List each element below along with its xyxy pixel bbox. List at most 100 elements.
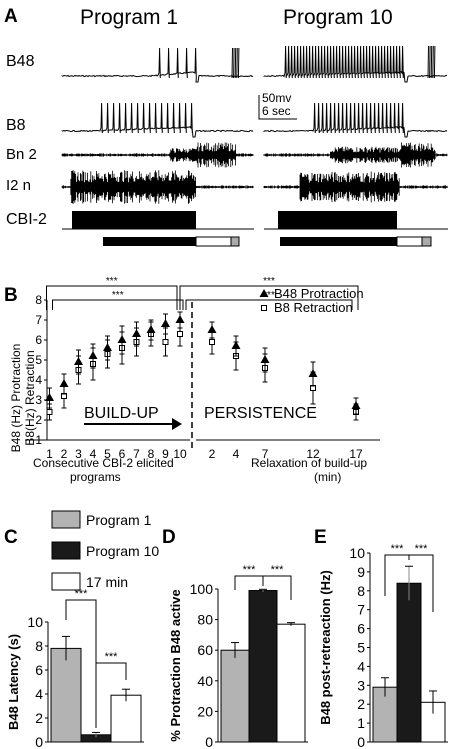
b48-point-1	[45, 393, 54, 401]
phase-bar-program-10-retraction	[396, 236, 423, 247]
c-sig-bracket-2	[95, 662, 127, 728]
b-sig-bracket-b48-build-label: ***	[106, 276, 118, 287]
b-x-tick-label: 5	[104, 447, 111, 461]
b-x-tick-label: 2	[61, 447, 68, 461]
b-x-tick-label: 9	[162, 447, 169, 461]
c-y-tick-label: 2	[35, 710, 43, 726]
e-y-tick-label: 4	[357, 658, 365, 674]
phase-bar-program-10-end	[421, 236, 432, 247]
c-bar-3	[110, 694, 142, 743]
electrophysiology-traces	[61, 45, 448, 247]
phase-bar-program-1-end	[230, 236, 240, 247]
d-y-tick-label: 20	[197, 703, 213, 719]
c-sig-label-1: ***	[75, 588, 89, 600]
b-xlabel-right-line1: Relaxation of build-up	[251, 456, 367, 470]
buildup-arrow-head	[172, 418, 182, 430]
c-y-axis-title: B48 Latency (s)	[6, 634, 21, 730]
c-sig-label-2: ***	[105, 651, 119, 663]
panel-c-plot: 0 2 4 6 8 10 B48 Latency (s) *** *** Program 1 Pro…	[6, 510, 159, 749]
b-y-tick-label: 7	[35, 313, 42, 327]
b8-point-1	[46, 409, 53, 415]
b-x-tick-label: 2	[209, 447, 216, 461]
e-sig-label-1: ***	[391, 543, 405, 555]
b8-point-9	[162, 339, 169, 345]
e-y-tick-label: 7	[357, 602, 365, 618]
panel-label-b: B	[4, 285, 18, 306]
b-x-tick-label: 1	[46, 447, 53, 461]
trace-b8-program-10	[263, 102, 448, 138]
panel-label-d: D	[162, 527, 176, 548]
c-legend-swatch-3	[51, 572, 81, 591]
trace-label-b48: B48	[6, 53, 35, 70]
b-legend-label-b48: B48 Protraction	[274, 286, 364, 301]
b48-point-10	[175, 315, 185, 323]
c-y-tick-label: 6	[35, 662, 43, 678]
d-bar-1	[220, 649, 250, 743]
b-sig-bracket-b8-relax	[185, 299, 353, 310]
b-sig-bracket-b8-relax-label: ***	[263, 290, 275, 301]
e-y-tick-label: 9	[357, 564, 365, 580]
d-y-tick-label: 40	[197, 673, 213, 689]
c-bar-1	[50, 647, 82, 743]
persistence-label: PERSISTENCE	[204, 405, 317, 422]
title-program-10: Program 10	[283, 6, 393, 29]
b-x-tick-label: 8	[148, 447, 155, 461]
d-sig-bracket-1	[234, 575, 264, 590]
scale-bar-time: 6 sec	[262, 104, 291, 118]
b8-point-10	[177, 331, 183, 337]
b48-point-7	[132, 329, 141, 337]
c-legend-swatch-1	[51, 510, 81, 529]
e-bar-2	[396, 582, 422, 743]
b-sig-bracket-b8-build	[52, 299, 184, 310]
b48-relax-point-4	[308, 369, 318, 377]
b-x-tick-label: 10	[173, 447, 187, 461]
b-y-tick-label: 4	[35, 373, 42, 387]
b-y-tick-label: 3	[35, 393, 42, 407]
trace-i2n-program-1	[61, 170, 254, 204]
b-sig-bracket-b48-build	[46, 285, 178, 310]
b-x-tick-label: 4	[233, 447, 240, 461]
trace-b48-program-10	[263, 45, 448, 83]
b-x-tick-label: 7	[262, 447, 269, 461]
b48-point-9	[161, 319, 170, 327]
e-y-tick-label: 6	[357, 621, 365, 637]
d-bar-2	[248, 590, 278, 743]
panel-label-c: C	[4, 527, 18, 548]
b-legend-marker-b48	[259, 289, 269, 297]
title-program-1: Program 1	[80, 6, 178, 29]
b-x-tick-label: 7	[133, 447, 140, 461]
b48-relax-point-3	[260, 355, 270, 363]
b48-point-8	[146, 325, 156, 333]
trace-b48-program-1	[61, 47, 254, 83]
trace-label-bn2: Bn 2	[6, 146, 37, 163]
b8-relax-point-1	[209, 339, 215, 345]
e-y-tick-label: 3	[357, 677, 365, 693]
c-y-tick-label: 4	[35, 686, 43, 702]
d-sig-bracket-2	[262, 575, 292, 600]
b-y-tick-label: 6	[35, 333, 42, 347]
e-y-tick-label: 0	[357, 734, 365, 749]
b-legend-label-b8: B8 Retraction	[274, 300, 353, 315]
b-sig-bracket-b8-build-label: ***	[112, 290, 124, 301]
buildup-label: BUILD-UP	[84, 405, 159, 422]
b48-point-5	[103, 343, 112, 351]
b-ylabel-protraction: B48 (Hz) Protraction	[9, 344, 23, 453]
c-y-tick-label: 0	[35, 734, 43, 749]
b-x-tick-label: 6	[119, 447, 126, 461]
d-y-tick-label: 80	[197, 612, 213, 628]
d-y-tick-label: 60	[197, 642, 213, 658]
d-sig-label-1: ***	[243, 564, 257, 576]
b-sig-bracket-b48-relax-label: ***	[263, 276, 275, 287]
panel-d-plot: 0 20 40 60 80 100 % Protraction B48 active *** *…	[168, 564, 308, 749]
b-y-tick-label: 1	[35, 433, 42, 447]
b48-relax-point-1	[207, 325, 217, 333]
b-x-tick-label: 12	[306, 447, 320, 461]
panel-e-plot: 0 1 2 3 4 5 6 7 8 9 10 B48 post-retreaction (Hz) ***…	[318, 543, 448, 749]
e-y-tick-label: 5	[357, 640, 365, 656]
c-legend-label-3: 17 min	[86, 574, 128, 590]
cbi2-stim-program-1	[72, 211, 196, 229]
trace-i2n-program-10	[263, 171, 448, 203]
e-y-axis-title: B48 post-retreaction (Hz)	[318, 570, 333, 725]
e-y-tick-label: 8	[357, 583, 365, 599]
